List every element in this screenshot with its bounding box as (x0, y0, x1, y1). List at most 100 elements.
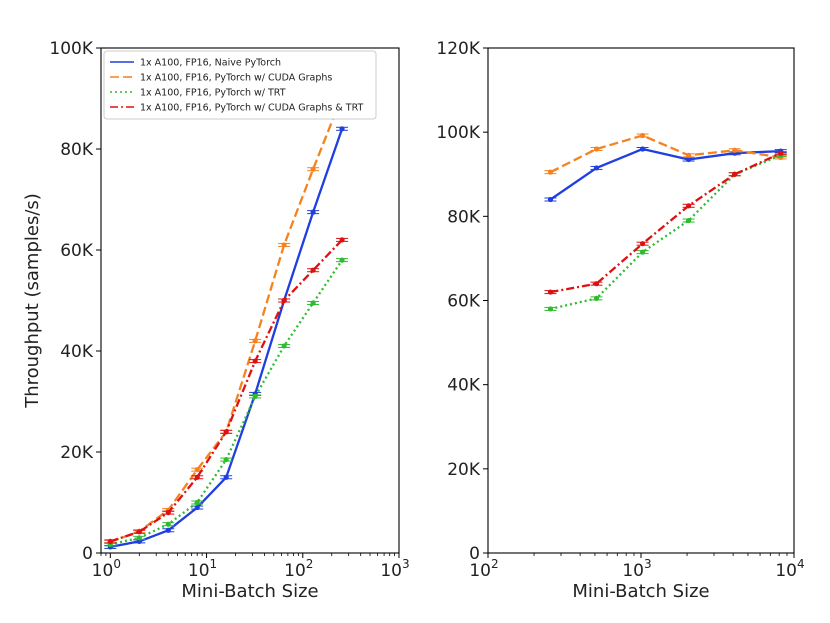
data-point (639, 146, 646, 152)
data-point (547, 289, 554, 295)
data-point (107, 538, 113, 544)
series-line-solid (110, 128, 344, 549)
data-point (639, 132, 646, 139)
data-point (310, 209, 316, 215)
x-tick-base: 10 (284, 561, 306, 581)
x-tick-label: 103 (380, 557, 409, 581)
x-tick-label: 103 (622, 557, 651, 581)
x-tick-label: 101 (188, 557, 217, 581)
legend-label: 1x A100, FP16, PyTorch w/ CUDA Graphs (140, 73, 332, 84)
plot-frame (487, 47, 795, 554)
x-tick-exponent: 3 (402, 557, 410, 571)
data-point (686, 152, 692, 158)
series-line-dashdot (109, 239, 343, 543)
data-point (732, 147, 738, 153)
x-tick-exponent: 1 (210, 557, 218, 571)
data-point (136, 535, 142, 541)
data-point (639, 241, 646, 247)
data-point (778, 150, 784, 156)
x-tick-base: 10 (775, 561, 797, 581)
data-point (639, 249, 646, 255)
series-line-dashdot (550, 152, 782, 294)
data-point (165, 509, 171, 516)
data-point (686, 203, 692, 209)
data-point (165, 527, 171, 533)
data-point (339, 126, 345, 132)
data-point (310, 267, 316, 273)
data-point (593, 281, 600, 287)
data-point (136, 529, 142, 535)
x-tick-exponent: 2 (491, 557, 499, 571)
y-tick-label: 80K (447, 207, 481, 227)
y-tick-label: 100K (49, 39, 93, 59)
data-point (339, 257, 345, 263)
data-point (252, 393, 258, 400)
data-point (194, 467, 200, 473)
data-point (281, 242, 287, 248)
data-point (223, 474, 229, 480)
data-point (194, 504, 200, 511)
data-point (686, 156, 692, 163)
legend-label: 1x A100, FP16, PyTorch w/ CUDA Graphs & … (140, 103, 363, 114)
legend-label: 1x A100, FP16, Naive PyTorch (140, 58, 281, 69)
series-group (104, 93, 349, 550)
plot-frame (100, 47, 400, 554)
data-point (165, 521, 171, 527)
x-tick-label: 102 (284, 557, 313, 581)
y-tick-label: 20K (60, 443, 94, 463)
x-tick-exponent: 0 (113, 557, 121, 571)
data-point (281, 343, 287, 349)
data-point (547, 306, 554, 312)
data-point (732, 171, 738, 177)
data-point (310, 300, 316, 306)
y-tick-label: 100K (436, 123, 480, 143)
x-tick-base: 10 (188, 561, 210, 581)
data-point (194, 474, 200, 480)
x-tick-exponent: 2 (306, 557, 314, 571)
legend-label: 1x A100, FP16, PyTorch w/ TRT (140, 88, 286, 99)
data-point (223, 429, 229, 435)
y-tick-label: 0 (469, 544, 480, 564)
data-point (310, 166, 316, 172)
y-tick-label: 40K (447, 376, 481, 396)
data-point (223, 456, 229, 463)
y-tick-label: 60K (447, 292, 481, 312)
data-point (547, 169, 554, 175)
x-tick-exponent: 3 (644, 557, 652, 571)
y-tick-label: 80K (60, 140, 94, 160)
y-tick-label: 0 (82, 544, 93, 564)
series-line-solid (549, 147, 781, 201)
y-tick-label: 60K (60, 241, 94, 261)
y-axis-title: Throughput (samples/s) (22, 193, 43, 409)
legend-frame (103, 50, 377, 120)
x-tick-base: 10 (380, 561, 402, 581)
y-tick-label: 20K (447, 460, 481, 480)
data-point (281, 297, 287, 304)
y-tick-label: 40K (60, 342, 94, 362)
data-point (593, 146, 600, 152)
x-tick-label: 104 (775, 557, 804, 581)
x-tick-base: 10 (469, 561, 491, 581)
y-tick-label: 120K (436, 39, 480, 59)
x-tick-base: 10 (92, 561, 114, 581)
data-point (593, 295, 600, 301)
data-point (593, 165, 600, 171)
x-axis-title: Mini-Batch Size (181, 581, 318, 602)
series-group (544, 132, 787, 312)
data-point (547, 196, 554, 203)
data-point (339, 237, 345, 243)
legend: 1x A100, FP16, Naive PyTorch 1x A100, FP1… (103, 50, 377, 120)
x-tick-label: 102 (469, 557, 498, 581)
x-tick-base: 10 (622, 561, 644, 581)
x-tick-label: 100 (92, 557, 121, 581)
data-point (686, 217, 692, 224)
data-point (194, 499, 200, 506)
x-axis-title: Mini-Batch Size (572, 581, 709, 602)
series-line-dotted (110, 259, 344, 546)
x-tick-exponent: 4 (797, 557, 805, 571)
data-point (252, 358, 258, 364)
series-line-dashed (549, 134, 781, 174)
